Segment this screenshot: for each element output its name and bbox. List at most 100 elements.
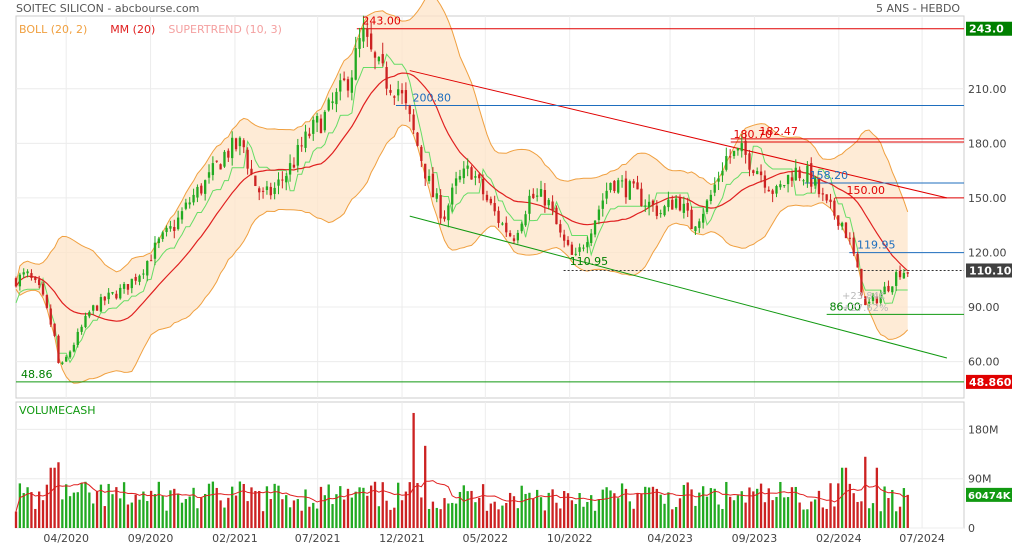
price-tick-label: 180.00 <box>968 137 1007 150</box>
candle-body <box>539 188 543 197</box>
candle-body <box>779 184 782 188</box>
volume-bar <box>740 491 743 528</box>
volume-bar <box>107 483 110 528</box>
volume-bar <box>373 481 377 528</box>
volume-bar <box>315 508 319 528</box>
volume-bar <box>489 503 492 528</box>
candle-body <box>22 272 25 275</box>
volume-bar <box>385 500 388 528</box>
resistance-trendline <box>409 70 948 199</box>
volume-bar <box>362 487 365 528</box>
candle-body <box>555 207 558 225</box>
volume-bar <box>41 500 45 528</box>
volume-bar <box>497 509 500 528</box>
volume-bar <box>779 481 782 528</box>
volume-bar <box>200 497 203 528</box>
candle-body <box>783 185 786 187</box>
candle-body <box>729 156 732 158</box>
candle-body <box>26 271 29 274</box>
volume-tick-label: 180M <box>968 423 999 436</box>
candle-body <box>331 101 334 104</box>
candle-body <box>130 278 133 289</box>
volume-bar <box>119 498 122 528</box>
volume-bar <box>273 483 276 528</box>
date-tick-label: 10/2022 <box>547 532 593 545</box>
candle-body <box>786 174 790 185</box>
level-label: 119.95 <box>857 239 896 252</box>
candle-body <box>204 180 207 194</box>
volume-bar <box>833 506 836 528</box>
candle-body <box>92 305 95 311</box>
volume-bar <box>173 488 176 528</box>
volume-bar <box>115 487 118 528</box>
volume-bar <box>34 508 37 528</box>
candle-body <box>632 181 635 184</box>
volume-bar <box>694 505 697 528</box>
candle-body <box>520 223 523 232</box>
volume-bar <box>146 501 149 528</box>
volume-average-line <box>15 480 908 512</box>
volume-bar <box>304 489 307 528</box>
volume-bar <box>350 497 354 528</box>
volume-bar <box>285 495 288 528</box>
price-tick-label: 150.00 <box>968 192 1007 205</box>
volume-bar <box>605 487 608 528</box>
volume-bar <box>732 500 736 528</box>
candle-body <box>184 202 188 209</box>
volume-bar <box>431 501 435 528</box>
volume-bar <box>18 483 22 528</box>
volume-bar <box>153 494 157 528</box>
volume-bar <box>393 507 396 528</box>
volume-bar <box>88 492 91 528</box>
candle-body <box>559 224 562 233</box>
volume-bar <box>748 487 751 528</box>
volume-bar <box>821 507 824 528</box>
candle-body <box>840 222 844 227</box>
volume-bar <box>219 500 222 528</box>
candle-body <box>508 233 512 237</box>
legend-entry: BOLL (20, 2) <box>19 23 87 36</box>
candle-body <box>342 78 346 81</box>
candle-body <box>601 200 604 209</box>
candle-body <box>431 173 435 198</box>
candle-body <box>586 242 589 248</box>
candle-body <box>435 193 438 199</box>
candle-body <box>574 253 577 255</box>
candle-body <box>366 28 369 37</box>
volume-bar <box>130 502 133 528</box>
candle-body <box>122 283 126 289</box>
candle-body <box>864 296 867 306</box>
candle-body <box>497 210 500 223</box>
volume-bar <box>563 491 566 528</box>
volume-bar <box>539 497 543 528</box>
candle-body <box>837 215 840 226</box>
chart-title: SOITEC SILICON - abcbourse.com <box>16 2 200 15</box>
candle-body <box>103 296 106 301</box>
volume-bar <box>269 499 272 528</box>
volume-bar <box>211 481 215 528</box>
volume-bar <box>281 499 284 528</box>
candle-body <box>848 237 852 239</box>
volume-bar <box>578 493 581 528</box>
volume-bar <box>142 491 145 528</box>
volume-bar <box>756 488 759 528</box>
candle-body <box>636 182 639 190</box>
candle-body <box>200 185 203 194</box>
volume-bar <box>474 502 477 528</box>
candle-body <box>14 278 18 287</box>
volume-bar <box>207 483 211 528</box>
candle-body <box>535 195 539 197</box>
volume-bar <box>323 495 326 528</box>
price-tag-value: 243.0 <box>969 23 1004 36</box>
volume-bar <box>532 498 535 528</box>
candle-body <box>593 220 597 235</box>
volume-bar <box>520 485 523 528</box>
candle-body <box>346 79 350 91</box>
candle-body <box>798 169 801 179</box>
volume-bar <box>242 483 245 528</box>
volume-bar <box>346 488 350 528</box>
volume-bar <box>505 503 508 528</box>
date-tick-label: 09/2023 <box>732 532 778 545</box>
volume-bar <box>76 492 79 528</box>
